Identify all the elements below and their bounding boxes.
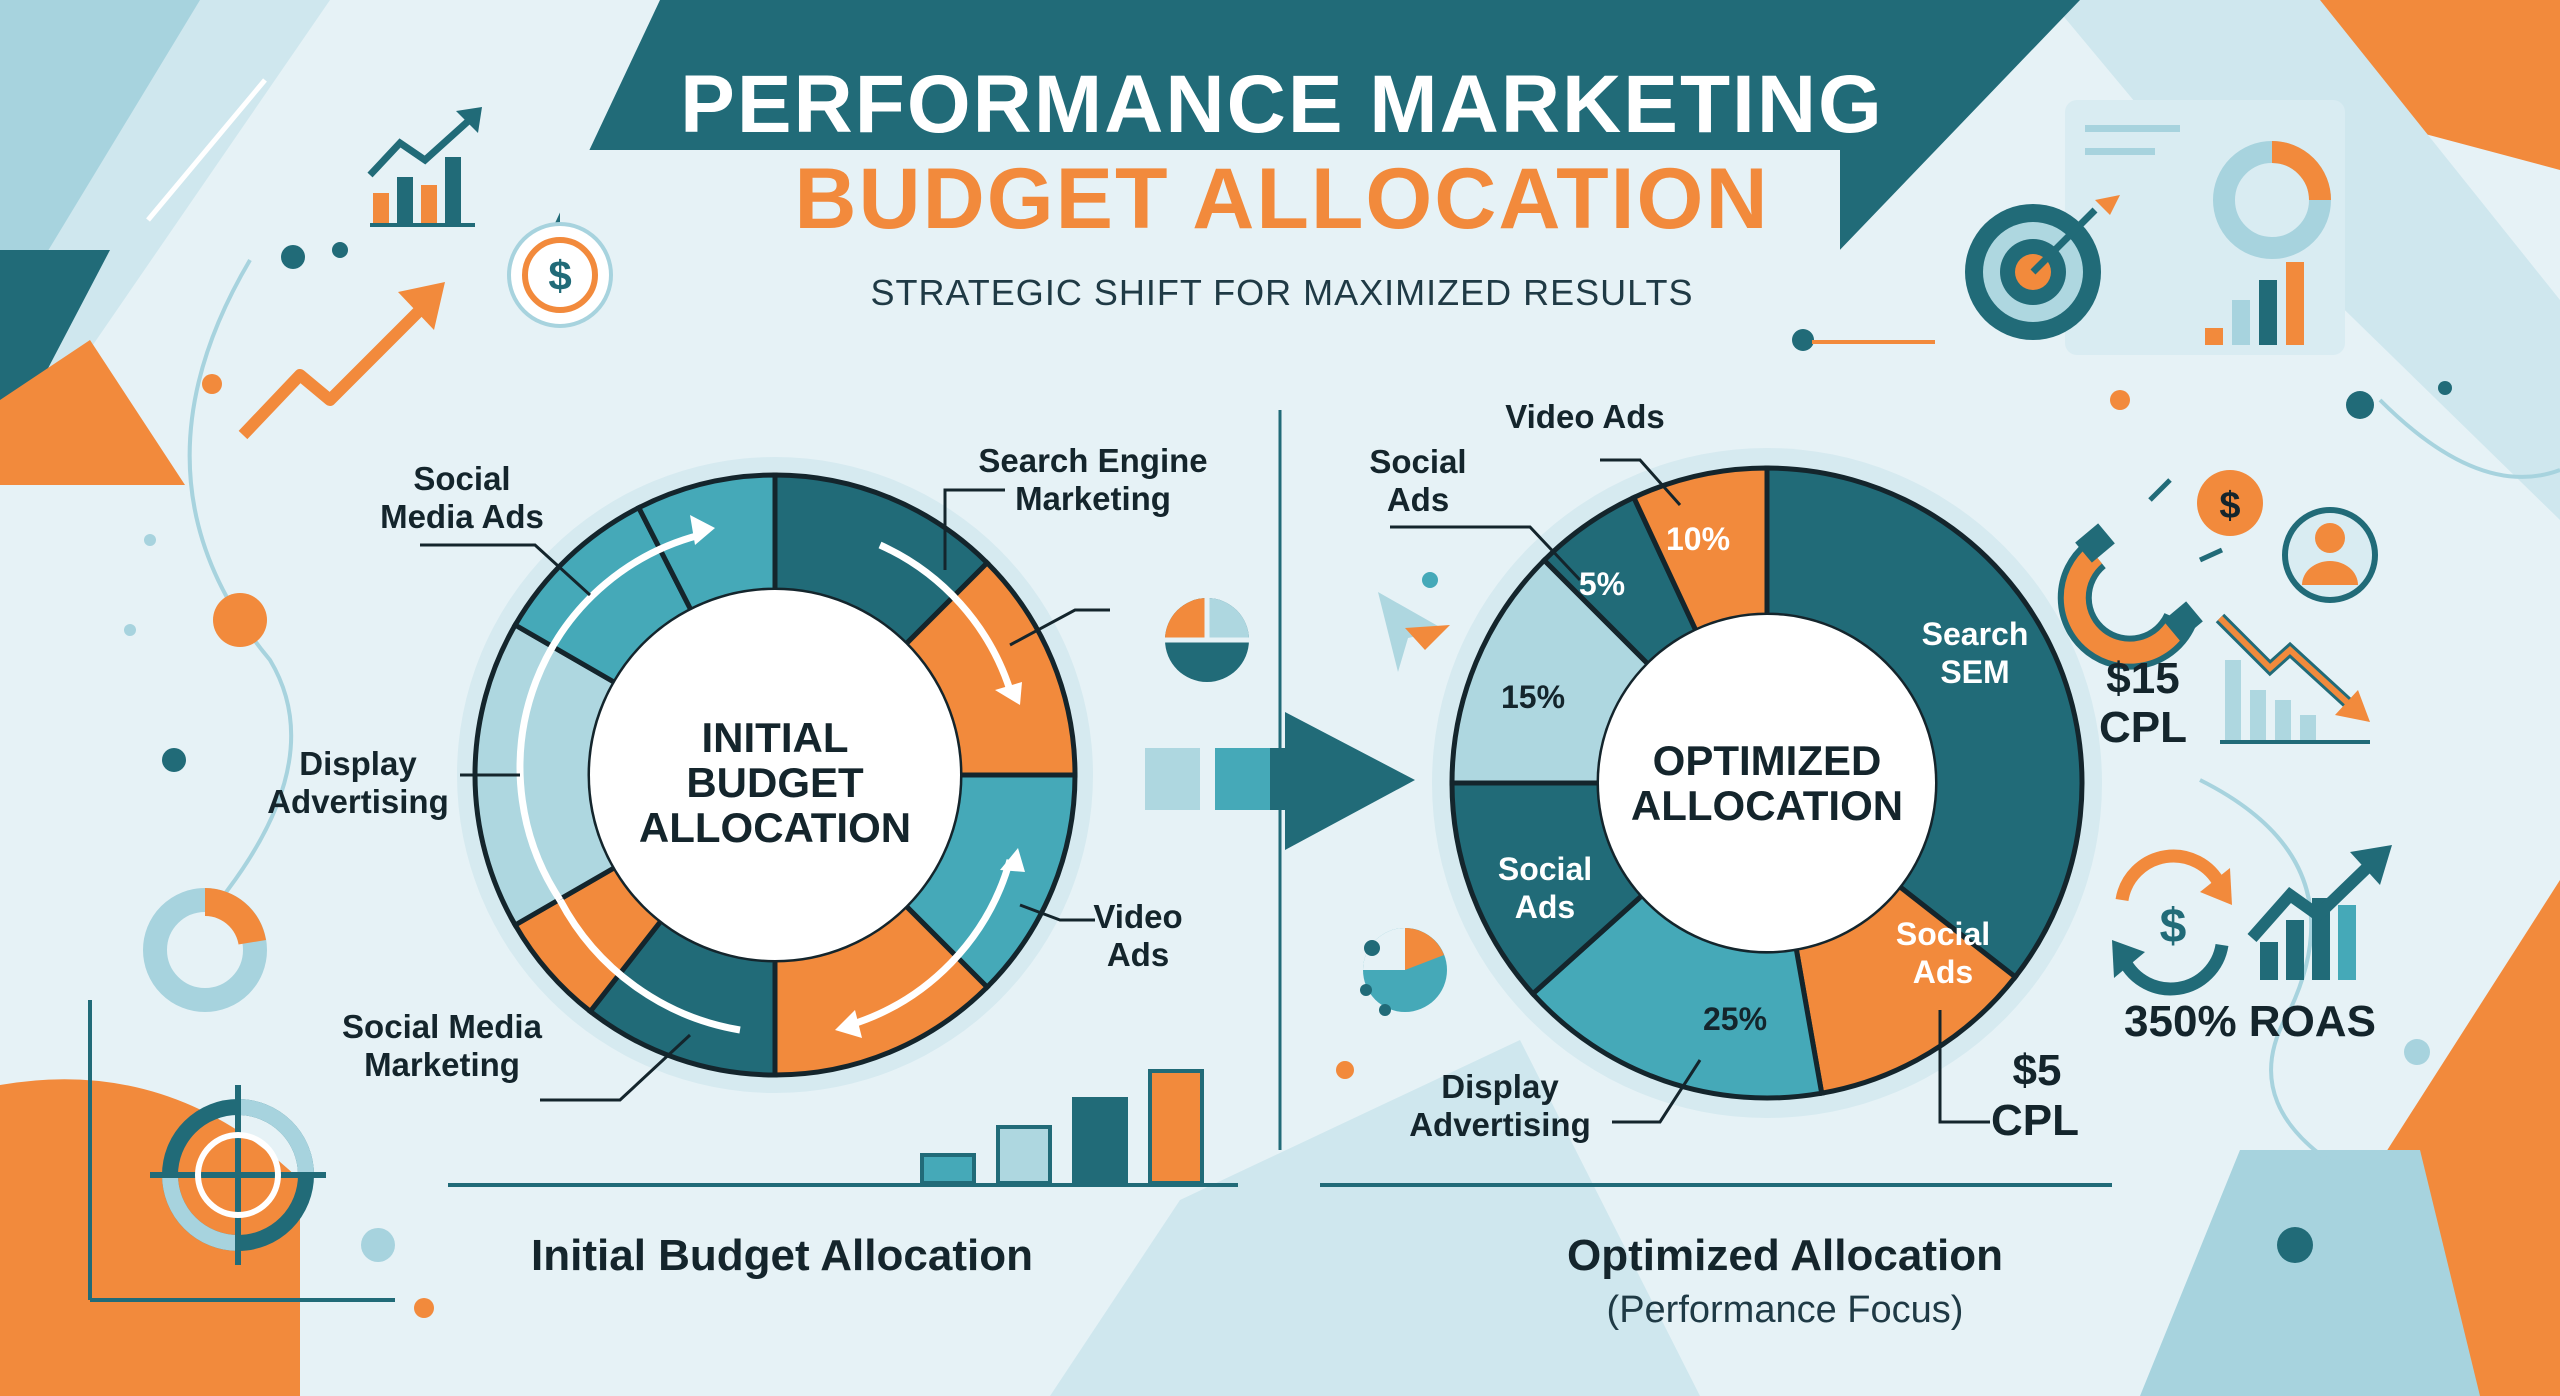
user-avatar-icon xyxy=(2282,507,2378,603)
slice-label-10: 10% xyxy=(1666,521,1730,557)
slice-label-25: 25% xyxy=(1703,1001,1767,1037)
optimized-outer-labels: Video Ads Social Ads Display Advertising xyxy=(1369,398,1664,1143)
dashboard-card-icon xyxy=(2065,100,2345,355)
cpl-optimized-unit: CPL xyxy=(1991,1096,2079,1145)
label-video-ads: Video Ads xyxy=(1093,898,1182,973)
page-title-line1: PERFORMANCE MARKETING xyxy=(680,59,1884,150)
label-social-media-ads: Social Media Ads xyxy=(380,460,544,535)
outer-label-social-ads: Social Ads xyxy=(1369,443,1466,518)
page-subtitle: STRATEGIC SHIFT FOR MAXIMIZED RESULTS xyxy=(870,272,1693,313)
target-ring-icon xyxy=(150,1085,326,1265)
refresh-dollar-symbol: $ xyxy=(2160,900,2187,953)
optimized-allocation-chart: OPTIMIZED ALLOCATION xyxy=(1432,448,2102,1118)
refresh-dollar-icon: $ xyxy=(2112,849,2232,996)
initial-center-label-3: ALLOCATION xyxy=(639,804,911,851)
magnet-icon xyxy=(2057,478,2224,670)
initial-caption: Initial Budget Allocation xyxy=(531,1231,1033,1280)
label-search-engine-marketing: Search Engine Marketing xyxy=(978,442,1207,517)
cpl-initial-value: $15 xyxy=(2106,654,2179,703)
donut-chart-icon xyxy=(143,888,267,1012)
slice-label-15: 15% xyxy=(1501,679,1565,715)
dollar-symbol: $ xyxy=(548,252,571,299)
trend-arrow-icon xyxy=(238,282,445,440)
mini-pie-icon xyxy=(1160,595,1254,682)
cpl-initial-unit: CPL xyxy=(2099,703,2187,752)
initial-allocation-chart: INITIAL BUDGET ALLOCATION xyxy=(457,457,1093,1093)
small-pie-icon xyxy=(1360,928,1447,1016)
page-title-line2: BUDGET ALLOCATION xyxy=(794,151,1769,247)
optimized-slice-labels: Search SEM Social Ads 25% Social Ads 15% 5%… xyxy=(1498,521,2029,1037)
target-icon xyxy=(1965,195,2120,340)
transition-arrow xyxy=(1145,712,1415,850)
bar-3 xyxy=(1072,1097,1128,1185)
growth-chart-icon xyxy=(367,107,482,227)
slice-label-5: 5% xyxy=(1579,566,1625,602)
header-banner: PERFORMANCE MARKETING BUDGET ALLOCATION … xyxy=(540,0,2080,313)
cpl-optimized-value: $5 xyxy=(2013,1046,2062,1095)
optimized-caption-sub: (Performance Focus) xyxy=(1607,1289,1964,1331)
initial-leader-lines xyxy=(420,488,1110,1102)
label-social-media-marketing: Social Media Marketing xyxy=(342,1008,543,1083)
optimized-caption: Optimized Allocation xyxy=(1567,1231,2003,1280)
initial-donut-hole xyxy=(590,590,960,960)
declining-chart-icon xyxy=(2215,613,2370,744)
optimized-donut-hole xyxy=(1599,615,1935,951)
initial-labels: Social Media Ads Search Engine Marketing D… xyxy=(267,442,1207,1083)
cursor-icon xyxy=(1378,592,1450,672)
optimized-leader-lines xyxy=(1390,458,1990,1124)
bar-2 xyxy=(996,1125,1052,1185)
initial-center-label-2: BUDGET xyxy=(686,759,864,806)
outer-label-video-ads: Video Ads xyxy=(1505,398,1665,435)
coin-dollar: $ xyxy=(2219,485,2240,527)
bar-4 xyxy=(1148,1069,1204,1185)
optimized-center-label-1: OPTIMIZED xyxy=(1653,737,1882,784)
label-display-advertising: Display Advertising xyxy=(267,745,449,820)
slice-label-social-ads-orange: Social Ads xyxy=(1896,916,1990,990)
dollar-coin-icon: $ xyxy=(507,222,613,328)
initial-center-label-1: INITIAL xyxy=(702,714,849,761)
coin-icon: $ xyxy=(2197,470,2263,536)
roas-metric: 350% ROAS xyxy=(2124,997,2376,1046)
bar-chart xyxy=(920,1069,1204,1185)
growth-bars-icon xyxy=(2247,845,2392,980)
outer-label-display-advertising: Display Advertising xyxy=(1409,1068,1591,1143)
optimized-center-label-2: ALLOCATION xyxy=(1631,782,1903,829)
slice-label-search-sem: Search SEM xyxy=(1922,616,2029,690)
slice-label-social-ads-dark: Social Ads xyxy=(1498,851,1592,925)
bar-1 xyxy=(920,1153,976,1185)
